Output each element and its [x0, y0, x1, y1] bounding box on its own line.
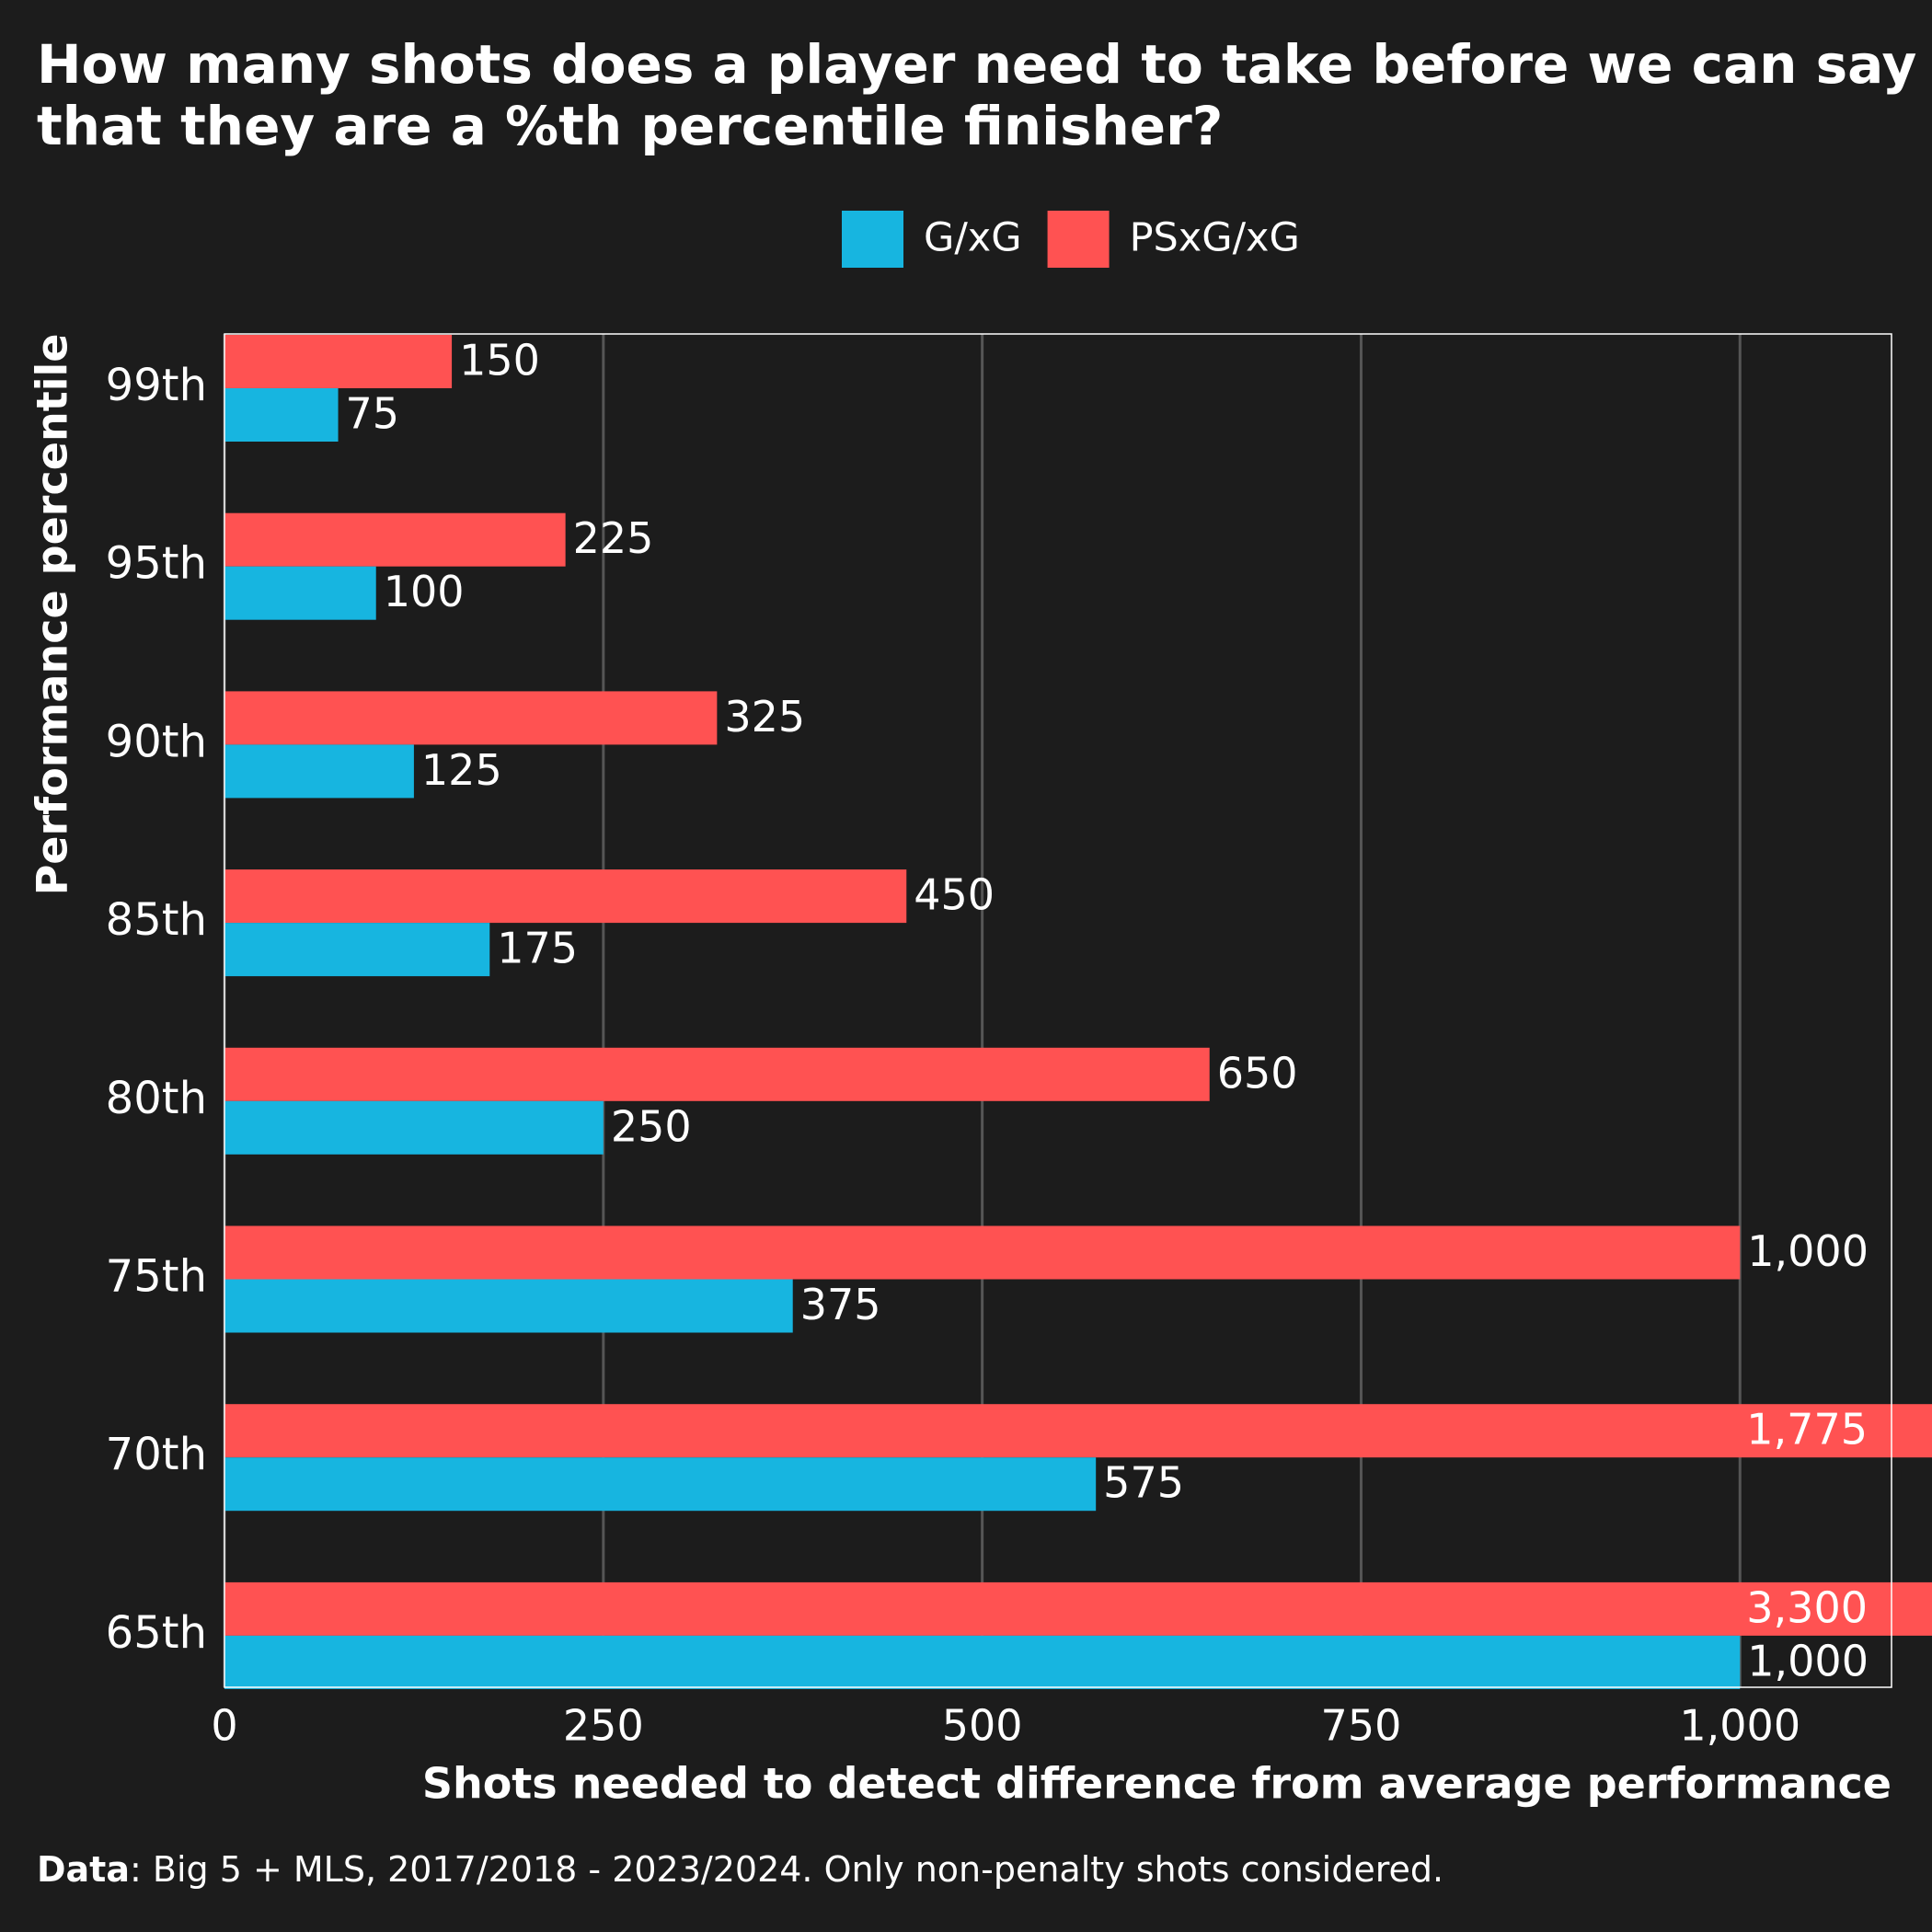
- x-tick-label: 250: [563, 1701, 644, 1751]
- x-tick-label: 1,000: [1679, 1701, 1800, 1751]
- source-label: Data: [37, 1849, 130, 1890]
- y-tick-label: 99th: [106, 360, 207, 411]
- y-axis-title: Performance percentile: [28, 334, 77, 896]
- value-label: 100: [384, 567, 465, 616]
- bar: [224, 1225, 1741, 1280]
- value-label: 1,000: [1747, 1226, 1869, 1276]
- bar: [224, 744, 414, 799]
- bar: [224, 691, 718, 745]
- bar: [224, 335, 453, 388]
- source-text: : Big 5 + MLS, 2017/2018 - 2023/2024. On…: [130, 1849, 1443, 1890]
- value-label: 375: [800, 1280, 881, 1329]
- bar: [224, 1404, 1932, 1458]
- x-tick-label: 500: [942, 1701, 1023, 1751]
- value-label: 450: [914, 870, 995, 920]
- value-label: 75: [346, 389, 400, 439]
- bar: [224, 1279, 793, 1333]
- bar: [224, 388, 339, 442]
- value-label: 150: [459, 336, 540, 385]
- bar: [224, 869, 907, 924]
- bar: [224, 1581, 1932, 1636]
- legend-swatch: [842, 211, 903, 268]
- bar: [224, 923, 490, 977]
- value-label: 1,775: [1746, 1405, 1868, 1455]
- value-label: 325: [724, 692, 805, 742]
- value-label: 1,000: [1747, 1636, 1869, 1685]
- bar: [224, 1047, 1210, 1101]
- x-axis-title: Shots needed to detect difference from a…: [422, 1759, 1892, 1809]
- legend-swatch: [1047, 211, 1110, 268]
- plot-frame: [224, 333, 1892, 1688]
- value-label: 3,300: [1746, 1582, 1868, 1632]
- y-tick-label: 65th: [106, 1607, 207, 1659]
- bar: [224, 566, 376, 620]
- value-label: 650: [1217, 1048, 1298, 1098]
- y-tick-label: 70th: [106, 1429, 207, 1480]
- value-label: 125: [421, 745, 502, 795]
- x-tick-label: 750: [1321, 1701, 1402, 1751]
- value-label: 250: [611, 1101, 692, 1151]
- bar: [224, 1457, 1097, 1512]
- value-label: 175: [497, 924, 578, 973]
- legend-label: PSxG/xG: [1130, 215, 1300, 261]
- y-tick-label: 95th: [106, 538, 207, 590]
- source: Data: Big 5 + MLS, 2017/2018 - 2023/2024…: [37, 1849, 1443, 1890]
- legend-label: G/xG: [924, 215, 1022, 261]
- x-tick-label: 0: [211, 1701, 237, 1751]
- y-tick-label: 75th: [106, 1251, 207, 1303]
- y-tick-label: 85th: [106, 894, 207, 946]
- y-tick-label: 80th: [106, 1073, 207, 1124]
- bar: [224, 1635, 1741, 1689]
- chart-title: How many shots does a player need to tak…: [37, 33, 1916, 96]
- bar: [224, 1100, 604, 1155]
- y-tick-label: 90th: [106, 716, 207, 767]
- value-label: 225: [573, 513, 654, 563]
- chart-title: that they are a %th percentile finisher?: [37, 95, 1223, 157]
- value-label: 575: [1103, 1458, 1184, 1508]
- bar: [224, 512, 566, 567]
